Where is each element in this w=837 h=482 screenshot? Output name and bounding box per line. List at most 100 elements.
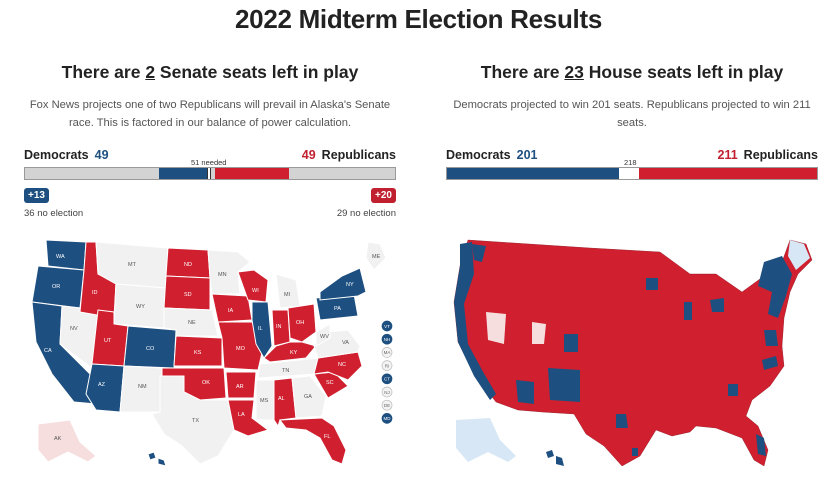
label-or: OR [52,284,60,290]
state-tx[interactable] [151,375,235,465]
label-ia: IA [228,308,234,314]
state-me[interactable] [365,241,387,271]
label-nc: NC [338,362,346,368]
house-bar-undecided [618,168,639,179]
state-oh[interactable] [287,303,317,343]
small-state-ri-marker[interactable] [381,360,393,371]
state-az[interactable] [85,363,125,413]
senate-headline: There are 2 Senate seats left in play [24,62,396,86]
small-state-ma-marker[interactable] [381,347,393,358]
senate-balance-bar[interactable] [24,167,396,180]
state-ga[interactable] [291,375,327,419]
small-state-md-label: MD [384,416,392,421]
house-map[interactable] [446,234,818,480]
house-map-conus[interactable] [453,239,813,467]
house-description: Democrats projected to win 201 seats. Re… [453,99,811,129]
label-fl: FL [324,434,330,440]
small-state-de-marker[interactable] [381,399,393,411]
house-dem-seattle [472,244,486,262]
small-state-markers: VT NH MA RI CT NJ DE MD [381,320,393,424]
label-il: IL [258,326,263,332]
small-state-vt-label: VT [384,324,390,329]
house-balance-bar[interactable] [446,167,818,180]
state-ar[interactable] [225,371,257,399]
label-wv: WV [320,334,329,340]
state-ny[interactable] [319,267,367,301]
house-seats-left: 23 [564,62,584,82]
house-dem-co [564,334,578,352]
house-rep-tally: 211 Republicans [718,148,819,162]
senate-rep-gain-badge: +20 [371,188,396,203]
house-dem-mi [710,298,724,312]
house-me-light [788,240,810,270]
label-wa: WA [56,254,65,260]
senate-headline-post: Senate seats left in play [155,62,359,82]
label-mt: MT [128,262,137,268]
state-wa[interactable] [45,239,87,271]
senate-panel: There are 2 Senate seats left in play Fo… [24,62,396,467]
house-dem-count: 201 [516,148,538,162]
label-ok: OK [202,380,210,386]
house-rep-label: Republicans [743,148,818,162]
small-state-ma-label: MA [384,350,391,355]
senate-bar-rep-no-election [289,168,395,179]
label-ms: MS [260,398,269,404]
senate-dem-no-election: 36 no election [24,208,84,219]
senate-dem-count: 49 [94,148,109,162]
senate-map[interactable]: WA OR CA NV ID MT WY UT CO AZ NM ND SD N… [24,234,396,480]
senate-seats-left: 2 [145,62,156,82]
small-state-nh-marker[interactable] [381,333,393,345]
senate-description: Fox News projects one of two Republicans… [29,99,391,129]
state-wv[interactable] [315,323,331,347]
state-mn[interactable] [207,249,251,295]
small-state-nj-marker[interactable] [381,386,393,398]
small-state-vt-marker[interactable] [381,320,393,332]
label-me: ME [372,254,381,260]
senate-bar-dem-won [158,168,208,179]
label-ar: AR [236,384,244,390]
state-ky[interactable] [263,341,317,363]
house-dem-northeast [758,256,792,318]
label-mn: MN [218,272,227,278]
senate-dem-label: Democrats [24,148,89,162]
small-state-de-label: DE [384,403,390,408]
state-mi[interactable] [275,273,301,309]
senate-headline-pre: There are [61,62,146,82]
small-state-ri-label: RI [385,363,390,368]
small-state-nh-label: NH [384,337,391,342]
house-dem-va [764,330,778,346]
house-dem-mn [646,278,658,290]
label-co: CO [146,346,155,352]
state-sc[interactable] [313,371,349,399]
house-dem-tally: Democrats 201 [446,148,537,162]
house-dem-tx [616,414,638,456]
state-ak[interactable] [37,419,97,463]
label-sc: SC [326,380,334,386]
small-state-ct-marker[interactable] [381,373,393,385]
state-ks[interactable] [173,335,223,367]
label-wi: WI [252,288,259,294]
label-ak: AK [54,436,62,442]
label-tx: TX [192,418,199,424]
label-tn: TN [282,368,289,374]
label-ks: KS [194,350,202,356]
label-ca: CA [44,348,52,354]
label-nv: NV [70,326,78,332]
senate-rep-label: Republicans [321,148,396,162]
label-va: VA [342,340,349,346]
senate-dem-tally: Democrats 49 [24,148,109,162]
senate-bar-rep-won [214,168,290,179]
house-dem-hi [546,450,564,466]
house-headline: There are 23 House seats left in play [446,62,818,86]
state-wi[interactable] [237,269,269,303]
state-fl[interactable] [279,417,347,465]
house-rep-count: 211 [717,148,738,162]
label-az: AZ [98,382,106,388]
label-al: AL [278,396,285,402]
state-hi[interactable] [147,451,167,467]
state-la[interactable] [227,399,270,437]
small-state-ct-label: CT [384,377,390,382]
senate-rep-no-election: 29 no election [336,208,396,219]
small-state-md-marker[interactable] [381,413,393,424]
label-la: LA [238,412,245,418]
